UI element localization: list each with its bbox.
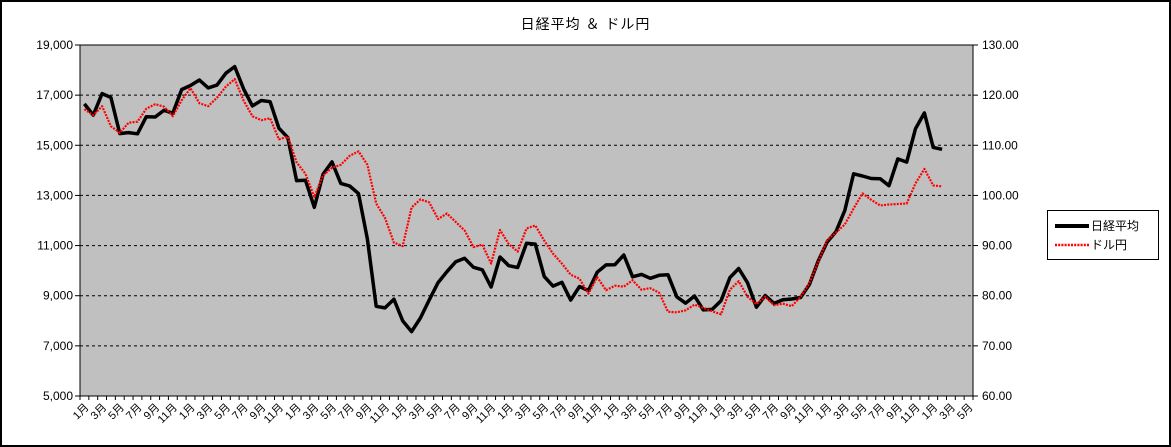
svg-text:90.00: 90.00	[982, 239, 1012, 253]
svg-text:1月: 1月	[389, 402, 410, 423]
legend-label-nikkei: 日経平均	[1091, 219, 1140, 233]
svg-text:3月: 3月	[195, 402, 216, 423]
svg-text:110.00: 110.00	[982, 138, 1018, 152]
svg-text:5月: 5月	[531, 402, 552, 423]
svg-text:11,000: 11,000	[37, 239, 73, 253]
legend: 日経平均 ドル円	[1047, 210, 1159, 260]
svg-text:130.00: 130.00	[982, 38, 1019, 52]
svg-text:1月: 1月	[920, 402, 941, 423]
svg-text:3月: 3月	[513, 402, 534, 423]
svg-text:19,000: 19,000	[36, 38, 73, 52]
y-axis-labels-right: 130.00 120.00 110.00 100.00 90.00 80.00 70.00 6…	[982, 38, 1019, 403]
svg-text:1月: 1月	[814, 402, 835, 423]
svg-text:7月: 7月	[336, 402, 357, 423]
svg-text:5月: 5月	[106, 402, 127, 423]
plot-area	[79, 44, 974, 397]
svg-text:60.00: 60.00	[982, 389, 1012, 403]
svg-text:5月: 5月	[425, 402, 446, 423]
chart-title: 日経平均 ＆ ドル円	[520, 16, 651, 32]
svg-text:9,000: 9,000	[43, 289, 73, 303]
svg-text:3月: 3月	[89, 402, 110, 423]
svg-text:5月: 5月	[319, 402, 340, 423]
svg-text:3月: 3月	[725, 402, 746, 423]
svg-text:13,000: 13,000	[36, 188, 73, 202]
x-axis-labels: 1月3月5月7月9月11月1月3月5月7月9月11月1月3月5月7月9月11月1…	[71, 402, 976, 426]
svg-text:7月: 7月	[654, 402, 675, 423]
svg-text:3月: 3月	[937, 402, 958, 423]
svg-text:7月: 7月	[548, 402, 569, 423]
dollar-yen-line-sample-icon	[1055, 243, 1089, 246]
svg-text:1月: 1月	[283, 402, 304, 423]
svg-text:1月: 1月	[71, 402, 92, 423]
svg-text:100.00: 100.00	[982, 188, 1019, 202]
svg-text:5月: 5月	[849, 402, 870, 423]
svg-text:7月: 7月	[867, 402, 888, 423]
svg-text:120.00: 120.00	[982, 88, 1019, 102]
dollar-yen-line	[83, 77, 943, 316]
svg-text:5,000: 5,000	[43, 389, 73, 403]
svg-text:5月: 5月	[743, 402, 764, 423]
svg-text:15,000: 15,000	[36, 138, 73, 152]
legend-label-dollar-yen: ドル円	[1091, 238, 1128, 252]
axis-ticks	[75, 44, 978, 397]
x-axis-ticks	[79, 396, 974, 400]
svg-text:7,000: 7,000	[43, 339, 73, 353]
nikkei-line-sample-icon	[1055, 223, 1089, 228]
legend-item-dollar-yen: ドル円	[1054, 235, 1154, 254]
svg-text:1月: 1月	[177, 402, 198, 423]
svg-text:17,000: 17,000	[36, 88, 73, 102]
svg-text:3月: 3月	[301, 402, 322, 423]
svg-text:7月: 7月	[761, 402, 782, 423]
svg-text:7月: 7月	[442, 402, 463, 423]
svg-text:1月: 1月	[708, 402, 729, 423]
svg-text:1月: 1月	[601, 402, 622, 423]
svg-text:5月: 5月	[637, 402, 658, 423]
svg-text:3月: 3月	[619, 402, 640, 423]
svg-text:7月: 7月	[124, 402, 145, 423]
svg-text:3月: 3月	[407, 402, 428, 423]
y-axis-labels-left: 19,000 17,000 15,000 13,000 11,000 9,000 7,000…	[36, 38, 73, 403]
legend-item-nikkei: 日経平均	[1054, 216, 1154, 235]
svg-text:7月: 7月	[230, 402, 251, 423]
svg-text:70.00: 70.00	[982, 339, 1012, 353]
svg-text:80.00: 80.00	[982, 289, 1012, 303]
svg-text:5月: 5月	[212, 402, 233, 423]
svg-text:5月: 5月	[955, 402, 976, 423]
svg-text:1月: 1月	[495, 402, 516, 423]
svg-text:3月: 3月	[831, 402, 852, 423]
